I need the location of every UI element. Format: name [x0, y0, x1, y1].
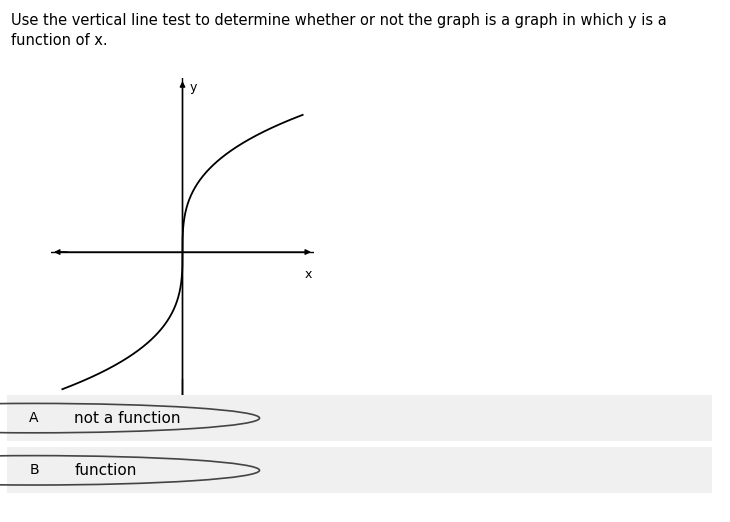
Text: Use the vertical line test to determine whether or not the graph is a graph in w: Use the vertical line test to determine … [11, 13, 666, 48]
Text: B: B [29, 464, 39, 477]
Text: x: x [304, 268, 312, 280]
Text: not a function: not a function [74, 411, 181, 425]
Text: A: A [29, 411, 39, 425]
Text: function: function [74, 463, 137, 478]
Text: y: y [189, 81, 196, 94]
